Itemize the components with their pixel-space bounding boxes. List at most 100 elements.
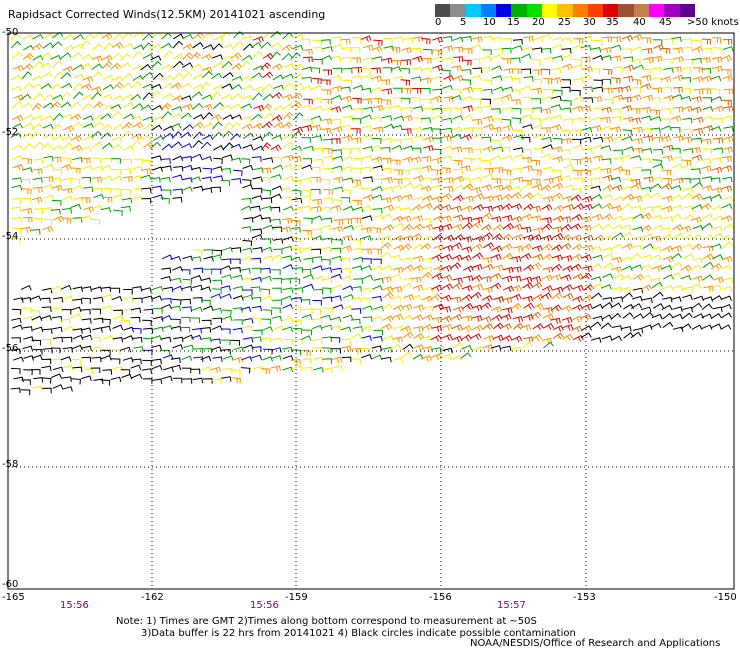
legend-label: 5 xyxy=(460,17,467,28)
wind-barb xyxy=(420,66,432,73)
wind-barb xyxy=(601,54,612,61)
wind-barb xyxy=(481,295,493,302)
wind-barb xyxy=(262,112,274,119)
wind-barb xyxy=(122,121,133,130)
wind-barb xyxy=(232,307,243,313)
wind-barb xyxy=(570,194,582,202)
wind-barb xyxy=(231,247,242,253)
wind-barb xyxy=(173,336,184,343)
wind-barb xyxy=(612,224,624,230)
wind-barb xyxy=(142,33,153,41)
wind-barb xyxy=(521,157,532,163)
wind-barb xyxy=(561,195,573,203)
wind-barb xyxy=(241,94,253,101)
wind-barb xyxy=(400,351,412,359)
wind-barb xyxy=(711,96,723,102)
wind-barb xyxy=(21,207,33,215)
wind-barb xyxy=(702,274,714,281)
wind-barb xyxy=(300,299,311,305)
wind-barb xyxy=(722,241,734,248)
wind-barb xyxy=(231,258,241,265)
wind-barb xyxy=(160,102,172,111)
wind-barb xyxy=(451,146,463,153)
wind-barb xyxy=(611,266,622,273)
wind-barb xyxy=(640,83,652,90)
wind-barb xyxy=(461,284,473,292)
wind-barb xyxy=(381,157,392,164)
wind-barb xyxy=(112,194,123,200)
wind-barb xyxy=(572,144,584,151)
wind-barb xyxy=(482,195,494,202)
wind-barb xyxy=(432,88,443,95)
map-title: Rapidsact Corrected Winds(12.5KM) 201410… xyxy=(8,8,326,21)
wind-barb xyxy=(182,33,194,40)
wind-barb xyxy=(361,248,372,255)
wind-barb xyxy=(262,83,274,91)
wind-barb xyxy=(501,118,512,126)
wind-barb xyxy=(552,204,564,212)
wind-barb xyxy=(311,324,323,331)
wind-barb xyxy=(612,232,624,239)
wind-barb xyxy=(401,304,413,311)
wind-barb xyxy=(401,314,413,321)
wind-barb xyxy=(90,218,101,225)
wind-barb xyxy=(422,194,434,202)
wind-barb xyxy=(721,115,733,121)
credit: NOAA/NESDIS/Office of Research and Appli… xyxy=(470,638,721,649)
wind-barb xyxy=(532,253,544,261)
wind-barb xyxy=(360,297,371,304)
wind-barb xyxy=(62,44,74,51)
wind-barb xyxy=(83,186,94,193)
wind-barb xyxy=(411,87,422,94)
wind-barb xyxy=(612,195,624,202)
wind-barb xyxy=(41,338,51,345)
wind-barb xyxy=(311,135,323,141)
wind-barb xyxy=(23,369,33,376)
wind-barb xyxy=(451,88,461,95)
wind-barb xyxy=(351,57,361,64)
wind-barb xyxy=(551,192,563,200)
wind-barb xyxy=(123,113,135,120)
wind-barb xyxy=(591,203,603,210)
wind-barb xyxy=(430,75,442,82)
wind-barb xyxy=(650,115,662,122)
wind-barb xyxy=(711,186,723,194)
wind-barb xyxy=(303,119,313,125)
wind-barb xyxy=(683,148,694,154)
wind-barb xyxy=(683,59,693,65)
wind-barb xyxy=(191,334,202,341)
wind-barb xyxy=(342,135,353,142)
wind-barb xyxy=(61,178,72,184)
wind-barb xyxy=(431,195,443,203)
wind-barb xyxy=(230,143,242,150)
wind-barb xyxy=(132,103,144,110)
wind-barb xyxy=(462,147,473,154)
wind-barb xyxy=(610,176,622,183)
wind-barb xyxy=(180,131,192,139)
wind-barb xyxy=(361,87,372,94)
wind-barb xyxy=(163,82,175,89)
wind-barb xyxy=(703,245,714,252)
wind-barb xyxy=(262,157,274,163)
wind-barb xyxy=(620,169,631,176)
wind-barb xyxy=(662,255,674,263)
wind-barb xyxy=(41,377,52,384)
wind-barb xyxy=(490,155,502,161)
wind-barb xyxy=(111,175,123,182)
wind-barb xyxy=(52,336,63,343)
wind-barb xyxy=(323,155,334,162)
legend-label: 25 xyxy=(558,17,571,28)
wind-barb xyxy=(271,63,283,71)
wind-barb xyxy=(283,154,294,162)
wind-barb xyxy=(262,131,274,139)
wind-barb xyxy=(171,141,182,148)
wind-barb xyxy=(172,72,184,80)
wind-barb xyxy=(280,186,292,193)
wind-barb xyxy=(591,116,603,123)
wind-barb xyxy=(481,224,492,231)
wind-barb xyxy=(282,103,294,110)
lon-label: -150 xyxy=(714,592,737,603)
wind-barb xyxy=(22,82,34,91)
wind-barb xyxy=(642,297,653,304)
wind-barb xyxy=(571,315,583,323)
